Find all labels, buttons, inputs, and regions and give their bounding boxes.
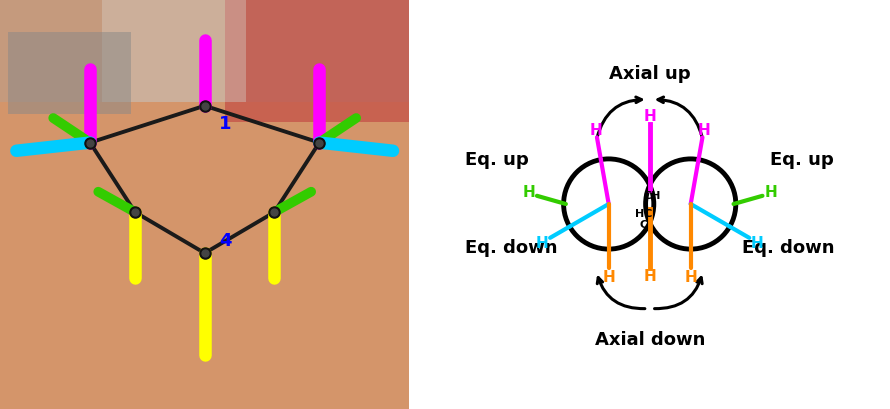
Bar xyxy=(0,0,409,102)
Text: Eq. up: Eq. up xyxy=(465,151,529,169)
Text: H: H xyxy=(643,109,656,124)
Text: H: H xyxy=(698,123,710,137)
Text: 4: 4 xyxy=(219,231,231,249)
Text: Eq. up: Eq. up xyxy=(771,151,834,169)
Text: Axial down: Axial down xyxy=(595,330,705,348)
Bar xyxy=(102,0,246,102)
Text: H: H xyxy=(684,270,697,285)
Text: H: H xyxy=(522,185,535,200)
Text: H: H xyxy=(751,236,764,250)
Text: HC: HC xyxy=(635,209,652,218)
Text: Axial up: Axial up xyxy=(609,65,691,83)
Text: 1: 1 xyxy=(219,115,231,133)
Bar xyxy=(225,0,409,123)
Text: C: C xyxy=(640,219,648,229)
Text: Eq. down: Eq. down xyxy=(741,238,834,256)
Text: H: H xyxy=(765,185,777,200)
Text: H: H xyxy=(643,269,656,283)
Text: CH: CH xyxy=(643,191,660,200)
Text: H: H xyxy=(603,270,615,285)
Bar xyxy=(8,33,131,115)
Text: Eq. down: Eq. down xyxy=(465,238,558,256)
Text: H: H xyxy=(589,123,602,137)
Text: H: H xyxy=(536,236,548,250)
